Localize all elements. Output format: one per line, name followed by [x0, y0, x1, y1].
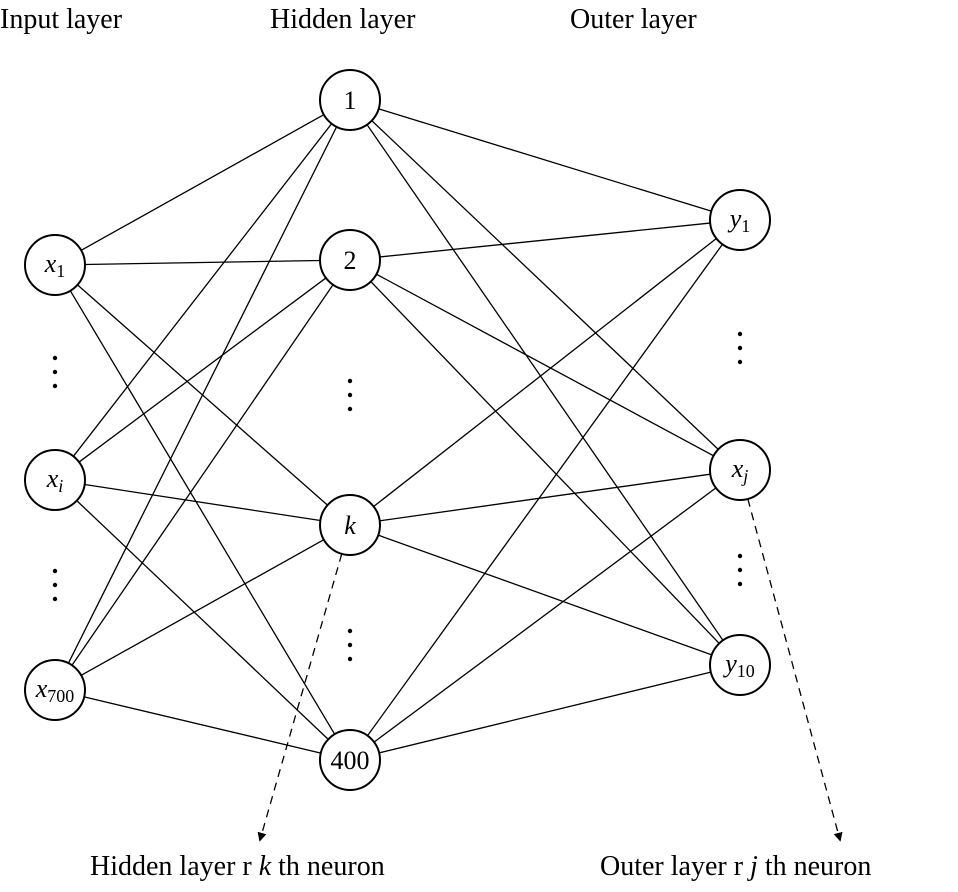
edge-x1-h1 — [81, 115, 324, 251]
hidden-callout-label: Hidden layer r k th neuron — [90, 851, 385, 882]
vdots-4-dot-2 — [738, 360, 742, 364]
vdots-2-dot-2 — [348, 407, 352, 411]
neural-network-diagram: x1xix70012k400y1xjy10 Input layerHidden … — [0, 0, 958, 892]
edge-x1-h2 — [85, 261, 320, 265]
edge-h1-y1 — [379, 109, 712, 211]
edge-h400-xj — [374, 488, 716, 742]
edge-x700-h400 — [84, 697, 321, 753]
vdots-0-dot-1 — [53, 370, 57, 374]
hidden-layer-header: Hidden layer — [270, 4, 416, 35]
vdots-0-dot-0 — [53, 356, 57, 360]
vdots-5-dot-1 — [738, 568, 742, 572]
input-layer-header: Input layer — [0, 4, 123, 35]
edge-x1-h400 — [70, 291, 334, 734]
nodes-layer: x1xix70012k400y1xjy10 — [25, 70, 770, 790]
edge-xi-h2 — [79, 278, 326, 462]
vdots-3-dot-1 — [348, 643, 352, 647]
vdots-4-dot-1 — [738, 346, 742, 350]
vdots-1-dot-0 — [53, 569, 57, 573]
edge-h1-xj — [372, 121, 718, 450]
vdots-3-dot-0 — [348, 629, 352, 633]
vdots-5-dot-2 — [738, 582, 742, 586]
edges-layer — [68, 109, 723, 753]
edge-xi-h1 — [73, 124, 331, 457]
hidden-node-label-hk: k — [344, 511, 356, 540]
outer-callout-label: Outer layer r j th neuron — [600, 851, 871, 882]
edge-hk-y10 — [378, 535, 712, 655]
edge-h1-y10 — [367, 125, 723, 641]
outer-layer-header: Outer layer — [570, 4, 697, 35]
vdots-2-dot-1 — [348, 393, 352, 397]
vdots-1-dot-1 — [53, 583, 57, 587]
vdots-5-dot-0 — [738, 554, 742, 558]
hidden-callout-arrow — [260, 554, 342, 840]
hidden-node-label-h2: 2 — [344, 246, 357, 275]
edge-h2-xj — [376, 274, 713, 456]
edge-hk-xj — [380, 474, 711, 521]
vdots-4-dot-0 — [738, 332, 742, 336]
hidden-node-label-h1: 1 — [344, 86, 357, 115]
edge-h2-y10 — [371, 282, 719, 644]
vdots-3-dot-2 — [348, 657, 352, 661]
vdots-2-dot-0 — [348, 379, 352, 383]
edge-xi-hk — [85, 485, 321, 521]
edge-hk-y1 — [374, 238, 717, 506]
edge-h2-y1 — [380, 223, 710, 257]
edge-h400-y1 — [368, 244, 723, 735]
hidden-node-label-h400: 400 — [331, 746, 370, 775]
edge-x700-h1 — [68, 127, 336, 663]
edge-h400-y10 — [379, 672, 711, 753]
vdots-0-dot-2 — [53, 384, 57, 388]
vdots-1-dot-2 — [53, 597, 57, 601]
